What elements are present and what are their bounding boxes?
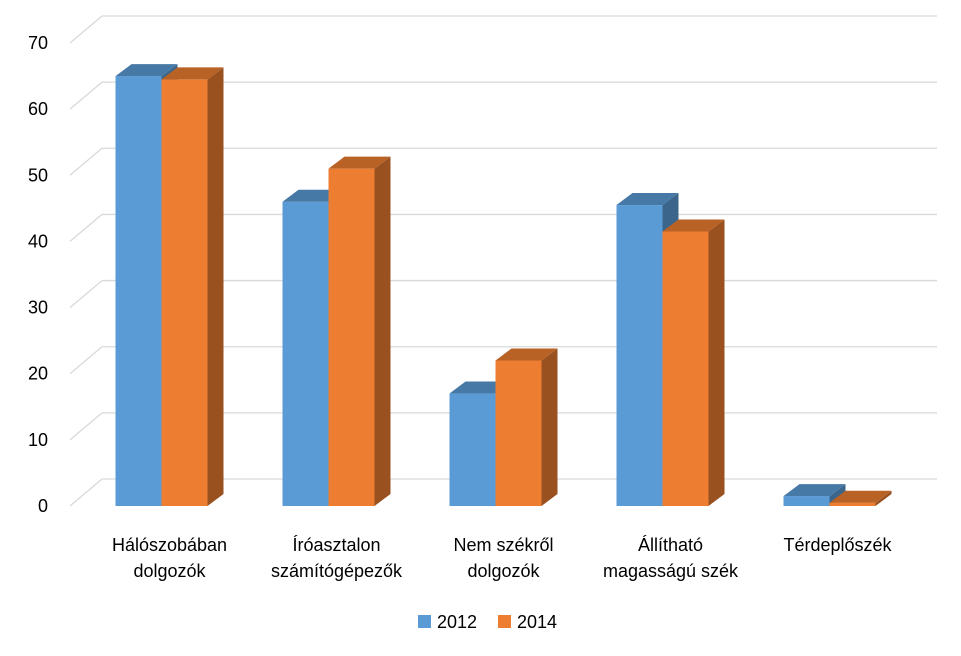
bar-2014 bbox=[161, 67, 224, 506]
gridline-depth bbox=[69, 280, 103, 309]
bar-side bbox=[541, 348, 558, 506]
gridlines bbox=[69, 15, 937, 507]
bar-2014 bbox=[829, 490, 892, 506]
category-label: dolgozók bbox=[467, 561, 540, 581]
legend-label: 2012 bbox=[437, 612, 477, 632]
y-tick-label: 60 bbox=[28, 99, 48, 119]
gridline-depth bbox=[69, 147, 103, 176]
bar-front bbox=[328, 168, 375, 506]
gridline-depth bbox=[69, 15, 103, 44]
bar-side bbox=[875, 490, 892, 506]
category-label: Térdeplőszék bbox=[783, 535, 892, 555]
category-label: számítógépezők bbox=[271, 561, 403, 581]
bar-top bbox=[783, 484, 846, 497]
bar-2014 bbox=[495, 348, 558, 506]
bar-side bbox=[207, 67, 224, 506]
legend-label: 2014 bbox=[517, 612, 557, 632]
bar-front bbox=[161, 79, 208, 506]
bar-front bbox=[495, 360, 542, 506]
bar-top bbox=[616, 193, 679, 206]
bar-front bbox=[662, 231, 709, 506]
bar-top bbox=[328, 156, 391, 169]
y-tick-label: 40 bbox=[28, 231, 48, 251]
bar-2014 bbox=[328, 156, 391, 506]
y-tick-label: 50 bbox=[28, 165, 48, 185]
category-label: Hálószobában bbox=[112, 535, 227, 555]
y-tick-label: 70 bbox=[28, 33, 48, 53]
bar-top bbox=[115, 64, 178, 77]
bar-front bbox=[282, 201, 329, 506]
bar-top bbox=[161, 67, 224, 80]
bar-front bbox=[449, 393, 496, 506]
gridline-depth bbox=[69, 213, 103, 242]
bar-top bbox=[495, 348, 558, 361]
gridline-depth bbox=[69, 81, 103, 110]
x-axis-labels: Hálószobában dolgozók Íróasztalon számítógé… bbox=[112, 535, 893, 581]
category-label: Állítható bbox=[638, 535, 703, 555]
y-tick-label: 30 bbox=[28, 298, 48, 318]
bar-2014 bbox=[662, 219, 725, 506]
bar-front bbox=[783, 496, 830, 506]
category-label: Íróasztalon bbox=[292, 535, 380, 555]
y-tick-label: 20 bbox=[28, 364, 48, 384]
bar-front bbox=[616, 205, 663, 507]
bars bbox=[115, 64, 892, 507]
legend-swatch bbox=[418, 615, 431, 628]
bar-side bbox=[708, 219, 725, 506]
gridline-depth bbox=[69, 478, 103, 507]
bar-front bbox=[829, 502, 876, 506]
category-label: dolgozók bbox=[133, 561, 206, 581]
gridline-depth bbox=[69, 412, 103, 441]
gridline-depth bbox=[69, 346, 103, 375]
legend: 2012 2014 bbox=[418, 612, 557, 632]
y-axis-ticks: 0 10 20 30 40 50 60 70 bbox=[28, 33, 48, 516]
bar-top bbox=[662, 219, 725, 232]
category-label: magasságú szék bbox=[603, 561, 739, 581]
bar-top bbox=[829, 490, 892, 503]
bar-side bbox=[374, 156, 391, 506]
y-tick-label: 10 bbox=[28, 430, 48, 450]
y-tick-label: 0 bbox=[38, 496, 48, 516]
bar-front bbox=[115, 76, 162, 507]
category-label: Nem székről bbox=[453, 535, 553, 555]
legend-swatch bbox=[498, 615, 511, 628]
